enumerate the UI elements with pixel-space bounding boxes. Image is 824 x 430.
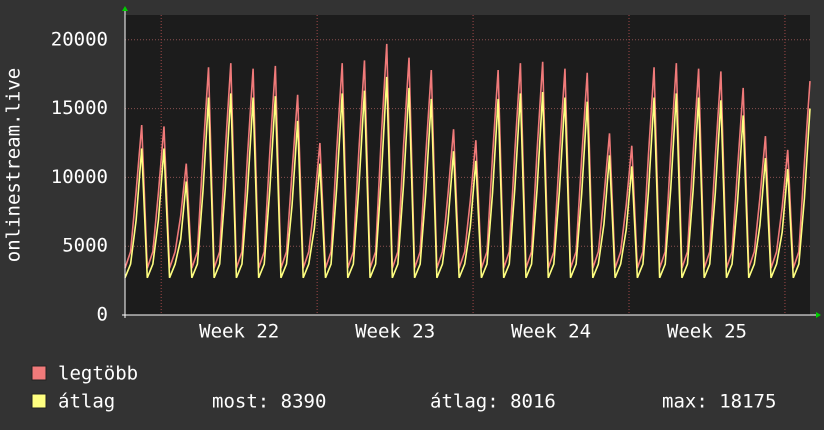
legend-swatch [31, 365, 47, 381]
x-tick-label: Week 23 [355, 321, 435, 343]
plot-area [125, 15, 810, 315]
legend-stat: átlag: 8016 [430, 391, 556, 413]
legend-swatch [31, 393, 47, 409]
y-tick-label: 0 [97, 304, 108, 326]
y-axis-label: onlinestream.live [3, 68, 25, 262]
x-tick-label: Week 22 [199, 321, 279, 343]
legend-stat: max: 18175 [662, 391, 776, 413]
y-tick-label: 5000 [62, 235, 108, 257]
y-tick-label: 15000 [51, 97, 108, 119]
x-tick-label: Week 24 [511, 321, 591, 343]
y-tick-label: 10000 [51, 166, 108, 188]
legend-stat: most: 8390 [212, 391, 326, 413]
legend-label: átlag [58, 391, 115, 413]
series-line [124, 76, 811, 279]
series-line [124, 43, 811, 269]
axis-arrow [816, 312, 821, 318]
axis-arrow [122, 6, 128, 11]
y-tick-label: 20000 [51, 28, 108, 50]
legend-label: legtöbb [58, 363, 138, 385]
x-tick-label: Week 25 [667, 321, 747, 343]
